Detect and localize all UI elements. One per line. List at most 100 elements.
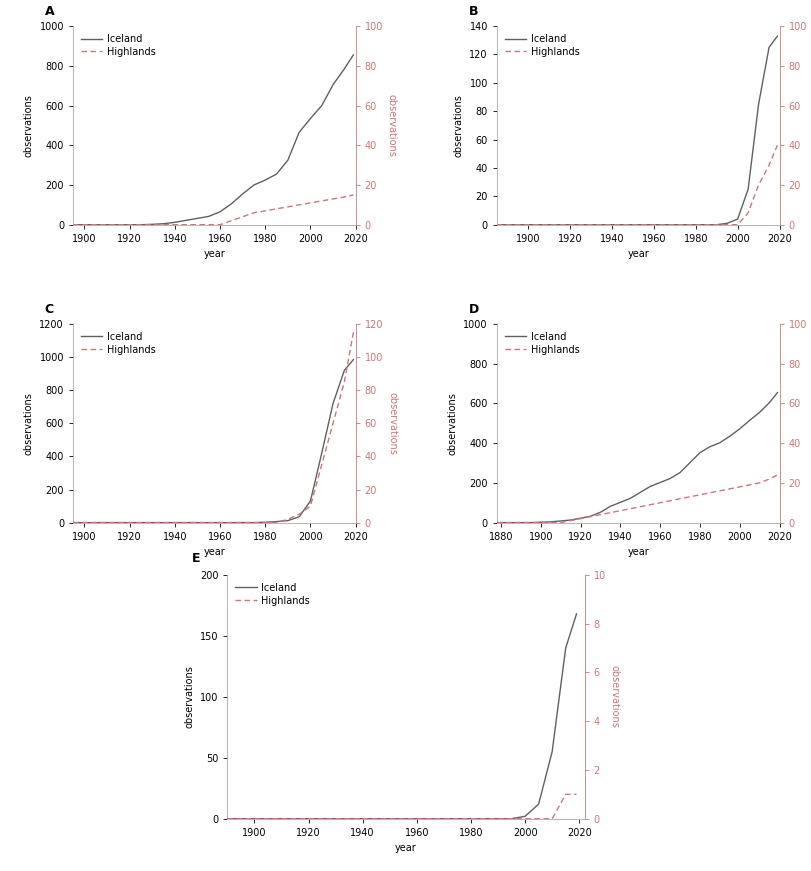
Iceland — [328, 398, 337, 408]
Iceland — [547, 746, 556, 757]
Iceland — [615, 497, 624, 508]
Highlands — [571, 789, 581, 800]
Iceland — [617, 219, 627, 230]
Text: C: C — [45, 303, 54, 316]
Y-axis label: observations: observations — [453, 94, 463, 157]
Iceland — [585, 511, 594, 522]
Iceland — [260, 517, 270, 528]
Highlands — [506, 814, 516, 824]
Iceland — [491, 517, 501, 528]
Iceland — [575, 219, 585, 230]
Iceland — [492, 814, 502, 824]
Line: Highlands: Highlands — [227, 794, 576, 819]
Highlands — [535, 517, 545, 528]
Highlands — [722, 219, 732, 230]
Iceland — [169, 217, 179, 227]
Iceland — [114, 219, 123, 230]
Iceland — [680, 219, 689, 230]
Iceland — [479, 814, 489, 824]
Highlands — [628, 219, 637, 230]
Highlands — [744, 480, 753, 490]
Iceland — [260, 175, 270, 186]
Highlands — [79, 219, 89, 230]
Iceland — [316, 448, 326, 458]
Iceland — [637, 219, 647, 230]
Highlands — [674, 494, 684, 504]
Iceland — [425, 814, 435, 824]
Iceland — [272, 169, 281, 179]
Highlands — [565, 516, 575, 526]
Highlands — [222, 814, 232, 824]
Iceland — [439, 814, 448, 824]
Highlands — [753, 179, 762, 190]
Highlands — [526, 517, 535, 528]
Highlands — [515, 517, 525, 528]
Highlands — [533, 814, 543, 824]
Highlands — [114, 219, 123, 230]
Iceland — [506, 814, 516, 824]
Highlands — [125, 517, 135, 528]
Highlands — [316, 460, 326, 470]
Highlands — [479, 814, 489, 824]
Iceland — [125, 517, 135, 528]
Highlands — [181, 219, 191, 230]
Iceland — [147, 219, 157, 230]
Iceland — [674, 468, 684, 478]
Highlands — [564, 219, 574, 230]
Highlands — [238, 212, 247, 222]
Iceland — [505, 517, 515, 528]
Highlands — [249, 207, 259, 218]
Highlands — [169, 517, 179, 528]
Highlands — [305, 198, 315, 208]
Highlands — [545, 517, 555, 528]
Iceland — [533, 799, 543, 809]
Iceland — [384, 814, 394, 824]
Line: Highlands: Highlands — [73, 333, 353, 523]
Highlands — [236, 814, 246, 824]
Highlands — [339, 377, 349, 388]
Highlands — [654, 497, 664, 508]
Highlands — [348, 327, 358, 338]
Highlands — [226, 517, 236, 528]
Highlands — [192, 517, 202, 528]
X-axis label: year: year — [204, 547, 225, 557]
Iceland — [607, 219, 616, 230]
Text: A: A — [45, 5, 54, 18]
Iceland — [694, 448, 704, 458]
Highlands — [282, 514, 292, 524]
Iceland — [348, 354, 358, 365]
Iceland — [222, 814, 232, 824]
X-axis label: year: year — [204, 249, 225, 260]
Highlands — [694, 490, 704, 500]
Highlands — [204, 517, 213, 528]
Highlands — [513, 219, 522, 230]
Highlands — [272, 517, 281, 528]
Highlands — [192, 219, 202, 230]
Iceland — [169, 517, 179, 528]
Iceland — [513, 219, 522, 230]
Highlands — [492, 814, 502, 824]
Y-axis label: observations: observations — [609, 665, 619, 728]
Highlands — [505, 517, 515, 528]
Highlands — [523, 219, 533, 230]
Iceland — [371, 814, 380, 824]
Line: Highlands: Highlands — [73, 195, 353, 225]
Highlands — [158, 517, 168, 528]
Iceland — [204, 517, 213, 528]
Highlands — [158, 219, 168, 230]
X-axis label: year: year — [395, 843, 416, 854]
Line: Iceland: Iceland — [73, 55, 353, 225]
Iceland — [711, 219, 721, 230]
Highlands — [91, 517, 101, 528]
Iceland — [545, 517, 555, 527]
Iceland — [339, 64, 349, 74]
Iceland — [645, 482, 654, 492]
Iceland — [526, 517, 535, 528]
Iceland — [249, 814, 259, 824]
Iceland — [555, 516, 564, 526]
Iceland — [534, 219, 543, 230]
Highlands — [617, 219, 627, 230]
Y-axis label: observations: observations — [810, 392, 811, 455]
Highlands — [294, 199, 303, 210]
Highlands — [344, 814, 354, 824]
